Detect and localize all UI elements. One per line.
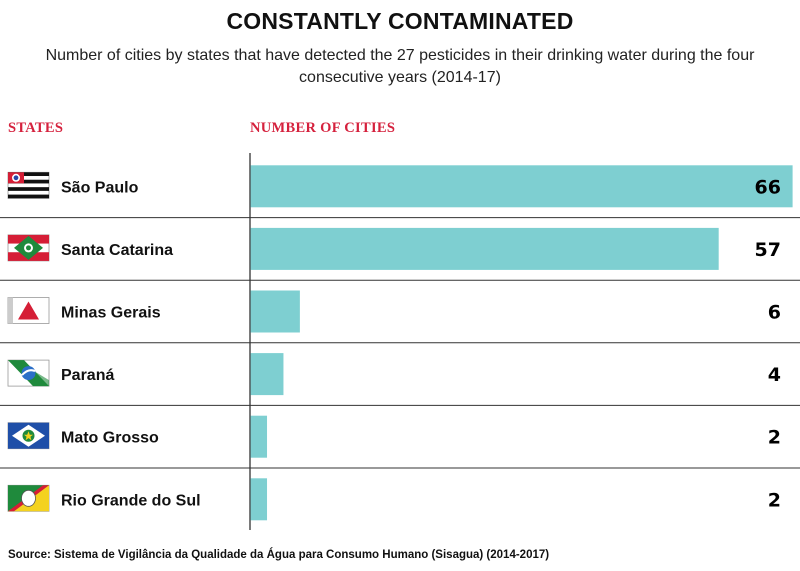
value-label: 57 (755, 239, 781, 261)
chart-row: Minas Gerais 6 (0, 290, 800, 344)
minas-gerais-flag-icon (7, 297, 50, 324)
mato-grosso-flag-icon (7, 422, 50, 450)
chart-title: CONSTANTLY CONTAMINATED (226, 8, 574, 34)
bar (250, 165, 793, 208)
value-label: 2 (768, 427, 781, 449)
cities-column-header: NUMBER OF CITIES (250, 120, 396, 136)
category-label: Rio Grande do Sul (61, 492, 201, 509)
bar (250, 353, 284, 396)
value-label: 66 (755, 176, 781, 198)
chart-row: Rio Grande do Sul 2 (7, 478, 781, 521)
category-label: Mato Grosso (61, 430, 159, 447)
category-label: Paraná (61, 367, 114, 384)
bar (250, 478, 268, 521)
source-note: Source: Sistema de Vigilância da Qualida… (8, 549, 550, 561)
value-label: 6 (768, 302, 781, 324)
santa-catarina-flag-icon (7, 234, 50, 262)
bar (250, 227, 719, 270)
chart-row: Santa Catarina 57 (0, 227, 800, 281)
chart-subtitle: Number of cities by states that have det… (45, 47, 755, 86)
bar (250, 290, 300, 333)
parana-flag-icon (7, 359, 50, 387)
chart-row: Paraná 4 (0, 353, 800, 406)
value-label: 2 (768, 489, 781, 511)
bar (250, 415, 268, 458)
rio-grande-do-sul-flag-icon (7, 484, 50, 512)
chart-row: Mato Grosso 2 (0, 415, 800, 469)
value-label: 4 (768, 364, 781, 386)
category-label: São Paulo (61, 179, 139, 196)
states-column-header: STATES (8, 120, 64, 136)
sao-paulo-flag-icon (7, 171, 50, 199)
category-label: Santa Catarina (61, 242, 173, 259)
category-label: Minas Gerais (61, 305, 161, 322)
chart-row: São Paulo 66 (0, 165, 800, 219)
